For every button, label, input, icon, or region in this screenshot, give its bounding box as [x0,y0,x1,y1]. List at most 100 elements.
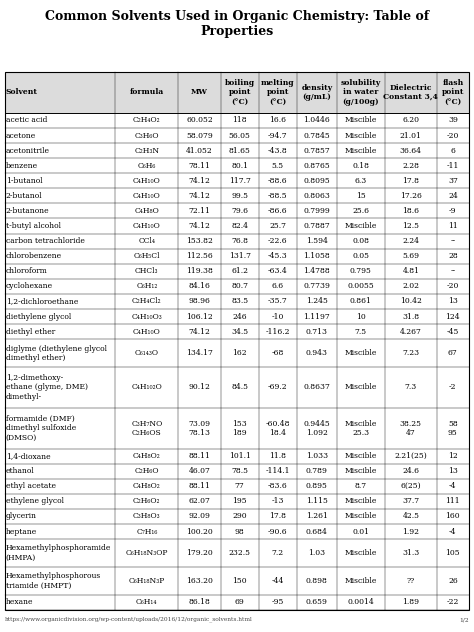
Text: 1,2-dichloroethane: 1,2-dichloroethane [6,298,78,305]
Text: 0.7857: 0.7857 [303,147,330,155]
Text: hexane: hexane [6,599,33,607]
Text: 1-butanol: 1-butanol [6,177,43,185]
Text: 179.20: 179.20 [186,549,213,557]
Text: Miscible: Miscible [345,577,377,585]
Text: cyclohexane: cyclohexane [6,283,53,290]
Text: 74.12: 74.12 [189,327,210,336]
Text: 74.12: 74.12 [189,177,210,185]
Text: https://www.organicdivision.org/wp-content/uploads/2016/12/organic_solvents.html: https://www.organicdivision.org/wp-conte… [5,616,253,622]
Text: 0.9445
1.092: 0.9445 1.092 [303,420,330,437]
Text: t-butyl alcohol: t-butyl alcohol [6,222,61,230]
Text: Miscible: Miscible [345,513,377,521]
Text: 67: 67 [448,349,458,357]
Text: 24: 24 [448,192,458,200]
Text: -10: -10 [272,313,284,320]
Text: 73.09
78.13: 73.09 78.13 [188,420,210,437]
Text: 16.6: 16.6 [269,116,286,125]
Text: 7.23: 7.23 [402,349,419,357]
Text: -22: -22 [447,599,459,607]
Bar [5,72,469,113]
Text: 12.5: 12.5 [402,222,419,230]
Text: 41.052: 41.052 [186,147,213,155]
Text: 6: 6 [450,147,456,155]
Text: C₇H₁₆: C₇H₁₆ [136,528,157,535]
Text: C₆₁₄₃O: C₆₁₄₃O [135,349,159,357]
Text: -95: -95 [272,599,284,607]
Text: 1,4-dioxane: 1,4-dioxane [6,452,50,460]
Text: 162: 162 [232,349,247,357]
Text: 1.1197: 1.1197 [303,313,330,320]
Text: acetonitrile: acetonitrile [6,147,50,155]
Text: -114.1: -114.1 [265,467,290,475]
Text: 111: 111 [446,497,460,506]
Text: 62.07: 62.07 [189,497,210,506]
Text: --: -- [450,237,456,245]
Text: 37.7: 37.7 [402,497,419,506]
Text: 28: 28 [448,252,458,260]
Text: 1.0446: 1.0446 [303,116,330,125]
Text: 101.1: 101.1 [229,452,251,460]
Text: 0.05: 0.05 [353,252,369,260]
Text: 61.2: 61.2 [231,267,248,276]
Text: C₆H₁₂: C₆H₁₂ [136,283,157,290]
Text: 17.8: 17.8 [402,177,419,185]
Text: ethylene glycol: ethylene glycol [6,497,64,506]
Text: heptane: heptane [6,528,37,535]
Text: 163.20: 163.20 [186,577,213,585]
Text: C₆H₅Cl: C₆H₅Cl [134,252,160,260]
Text: 31.3: 31.3 [402,549,419,557]
Text: flash
point
(°C): flash point (°C) [442,79,464,106]
Text: 150: 150 [232,577,247,585]
Text: 2.24: 2.24 [402,237,419,245]
Text: -9: -9 [449,207,456,215]
Text: C₆H₁₈N₃OP: C₆H₁₈N₃OP [126,549,168,557]
Text: 2.02: 2.02 [402,283,419,290]
Text: melting
point
(°C): melting point (°C) [261,79,295,106]
Text: 4.267: 4.267 [400,327,422,336]
Text: 0.898: 0.898 [306,577,328,585]
Text: benzene: benzene [6,162,38,169]
Text: formamide (DMF)
dimethyl sulfoxide
(DMSO): formamide (DMF) dimethyl sulfoxide (DMSO… [6,415,76,441]
Text: 0.8063: 0.8063 [303,192,330,200]
Text: diethyl ether: diethyl ether [6,327,55,336]
Text: 11.8: 11.8 [269,452,286,460]
Text: 7.3: 7.3 [405,384,417,391]
Text: Dielectric
Constant 3,4: Dielectric Constant 3,4 [383,84,438,101]
Text: MW: MW [191,88,208,97]
Text: C₂H₆O₂: C₂H₆O₂ [133,497,161,506]
Text: -4: -4 [449,528,456,535]
Text: 0.789: 0.789 [306,467,328,475]
Text: 39: 39 [448,116,458,125]
Text: 105: 105 [446,549,460,557]
Text: 1.033: 1.033 [306,452,328,460]
Text: C₄H₁₀O₃: C₄H₁₀O₃ [131,313,162,320]
Text: 6.3: 6.3 [355,177,367,185]
Text: 0.8637: 0.8637 [303,384,330,391]
Text: -4: -4 [449,482,456,490]
Text: 0.08: 0.08 [353,237,369,245]
Text: carbon tetrachloride: carbon tetrachloride [6,237,85,245]
Text: 0.7999: 0.7999 [303,207,330,215]
Text: 0.713: 0.713 [306,327,328,336]
Text: 26: 26 [448,577,458,585]
Text: 98.96: 98.96 [189,298,210,305]
Text: -44: -44 [272,577,284,585]
Text: 0.7887: 0.7887 [303,222,330,230]
Text: ??: ?? [407,577,415,585]
Text: 0.895: 0.895 [306,482,328,490]
Text: 1.245: 1.245 [306,298,328,305]
Text: 69: 69 [235,599,245,607]
Text: 0.684: 0.684 [306,528,328,535]
Text: 1.261: 1.261 [306,513,328,521]
Text: -88.6: -88.6 [268,177,288,185]
Text: --: -- [450,267,456,276]
Text: -60.48
18.4: -60.48 18.4 [265,420,290,437]
Text: Hexamethylphosphorous
triamide (HMPT): Hexamethylphosphorous triamide (HMPT) [6,573,101,590]
Text: -20: -20 [447,131,459,140]
Text: 76.8: 76.8 [231,237,248,245]
Text: -2: -2 [449,384,456,391]
Text: 80.1: 80.1 [231,162,248,169]
Text: 1.89: 1.89 [402,599,419,607]
Text: 0.795: 0.795 [350,267,372,276]
Text: 72.11: 72.11 [189,207,210,215]
